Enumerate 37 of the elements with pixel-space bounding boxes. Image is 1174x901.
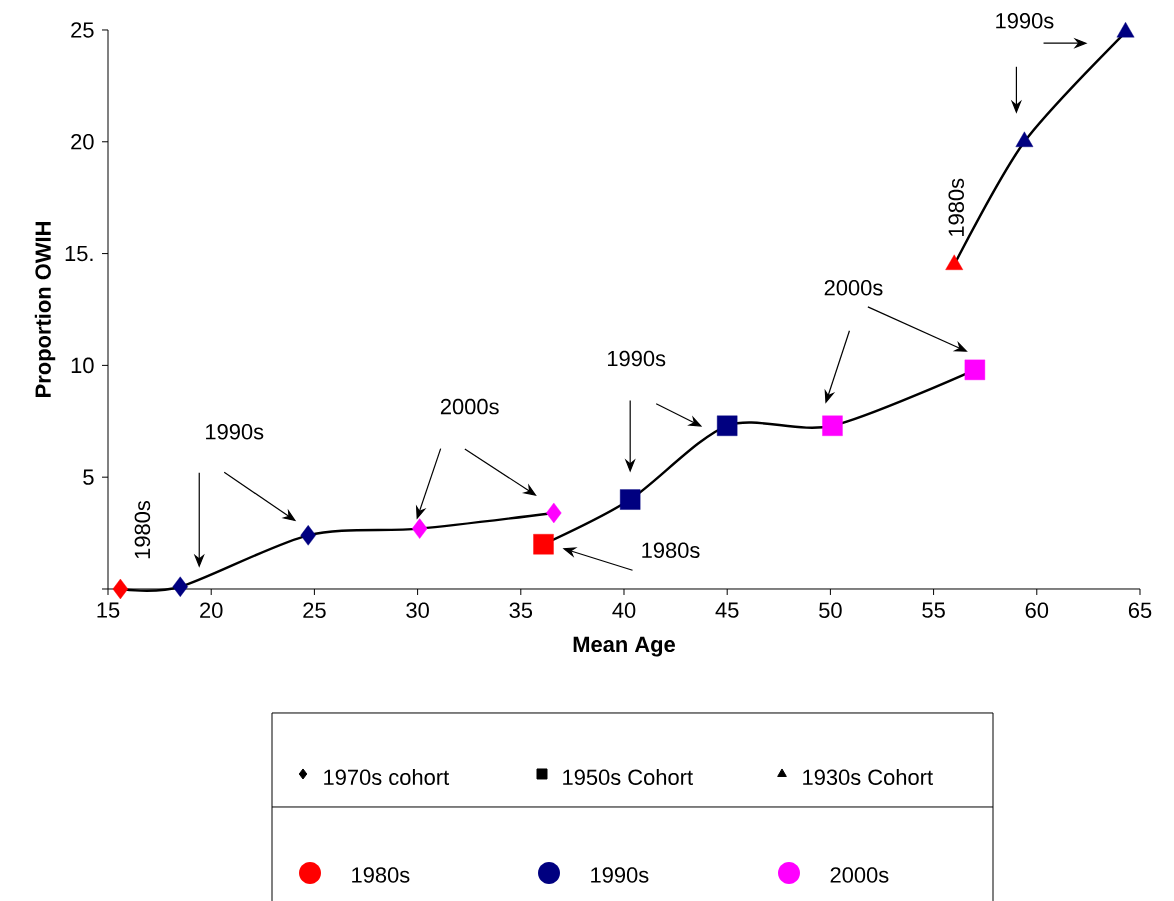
x-tick-label: 55 bbox=[922, 602, 945, 618]
legend-label: 1990s bbox=[591, 866, 649, 883]
y-tick-label: 20 bbox=[71, 133, 94, 150]
y-tick-label: 10 bbox=[71, 357, 94, 373]
x-tick-label: 60 bbox=[1025, 602, 1049, 618]
annotation: 2000s bbox=[440, 398, 499, 415]
y-tick-label: 25 bbox=[71, 21, 94, 38]
y-tick-label: 5 bbox=[83, 469, 94, 485]
annotation: 1990s bbox=[608, 350, 666, 367]
annotation: 1990s bbox=[206, 423, 264, 440]
x-tick-label: 65 bbox=[1128, 602, 1152, 618]
x-tick-label: 25 bbox=[303, 602, 326, 618]
text: 1990s bbox=[996, 12, 1054, 29]
x-tick-label: 15 bbox=[97, 602, 120, 618]
point bbox=[112, 578, 129, 599]
point bbox=[1116, 21, 1135, 38]
legend-label: 1930s Cohort bbox=[803, 768, 933, 785]
y-axis-title: Proportion OWIH bbox=[34, 221, 56, 397]
y-tick-label: 15. bbox=[65, 245, 93, 261]
point bbox=[945, 254, 964, 270]
legend-label: 1970s cohort bbox=[324, 768, 450, 785]
legend-label: 1950s Cohort bbox=[563, 768, 693, 785]
x-tick-label: 20 bbox=[200, 602, 223, 618]
point bbox=[1015, 131, 1034, 147]
x-tick-label: 45 bbox=[715, 602, 739, 618]
point bbox=[533, 533, 554, 555]
annotation: 1980s bbox=[948, 178, 964, 236]
x-tick-label: 40 bbox=[612, 602, 636, 618]
x-tick-label: 35 bbox=[509, 602, 533, 618]
annotation: 1980s bbox=[642, 542, 700, 558]
legend-label: 1980s bbox=[352, 866, 410, 883]
x-axis-title: Mean Age bbox=[573, 636, 675, 657]
x-tick-label: 50 bbox=[819, 602, 842, 618]
legend-label: 2000s bbox=[830, 866, 889, 883]
x-tick-label: 30 bbox=[406, 602, 429, 618]
annotation: 2000s bbox=[824, 279, 883, 296]
annotation: 1980s bbox=[134, 500, 151, 558]
